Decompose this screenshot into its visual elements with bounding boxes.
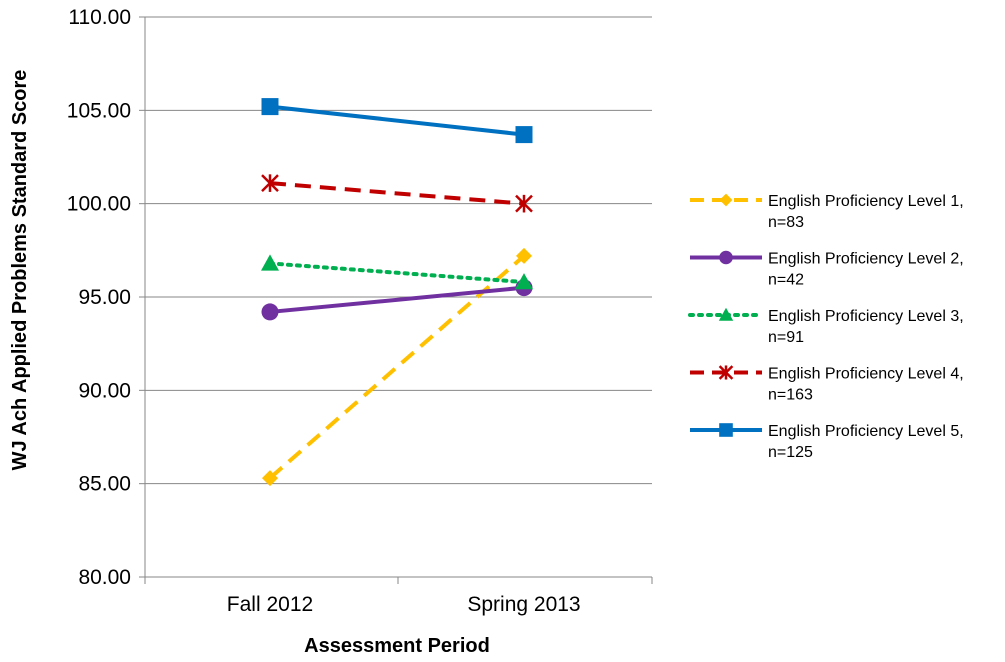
triangle-marker: [718, 307, 734, 321]
legend-label: English Proficiency Level 3,: [768, 308, 964, 325]
axes: [144, 17, 653, 584]
series-1: [262, 247, 532, 487]
series-line: [269, 285, 525, 314]
series-2: [261, 279, 533, 321]
triangle-marker: [261, 254, 279, 271]
circle-marker: [719, 250, 733, 265]
legend-label: English Proficiency Level 4,: [768, 366, 964, 383]
y-tick-label: 110.00: [68, 6, 131, 29]
triangle-marker: [515, 273, 533, 290]
y-tick-label: 95.00: [78, 286, 131, 309]
series-3: [261, 254, 533, 290]
legend-item-5: English Proficiency Level 5, n=125: [690, 423, 964, 461]
series-4: [261, 174, 533, 213]
x-tick-labels: Fall 2012 Spring 2013: [227, 593, 581, 616]
diamond-marker: [719, 193, 733, 207]
legend-label: English Proficiency Level 1,: [768, 193, 964, 210]
y-tick-label: 85.00: [78, 473, 131, 496]
gridlines: [139, 16, 652, 578]
legend-label: English Proficiency Level 5,: [768, 423, 964, 440]
y-tick-label: 105.00: [67, 99, 131, 122]
legend-item-2: English Proficiency Level 2, n=42: [690, 251, 964, 289]
legend-label-n: n=91: [768, 329, 804, 346]
square-marker: [261, 98, 279, 116]
diamond-marker: [516, 247, 532, 264]
y-tick-label: 80.00: [78, 566, 131, 589]
legend-item-1: English Proficiency Level 1, n=83: [690, 193, 964, 231]
diamond-marker: [262, 470, 278, 487]
legend-item-3: English Proficiency Level 3, n=91: [688, 307, 964, 346]
series-line: [268, 261, 526, 285]
y-axis-title: WJ Ach Applied Problems Standard Score: [9, 70, 31, 471]
square-marker: [719, 423, 733, 437]
x-axis-title: Assessment Period: [304, 635, 490, 657]
series-line: [268, 254, 526, 480]
legend-label-n: n=125: [768, 444, 813, 461]
x-tick-label: Spring 2013: [467, 593, 580, 616]
series-line: [269, 181, 525, 206]
legend-label: English Proficiency Level 2,: [768, 251, 964, 268]
series-line: [269, 104, 525, 137]
legend: English Proficiency Level 1,n=83English …: [688, 193, 964, 461]
legend-item-4: English Proficiency Level 4, n=163: [690, 365, 964, 404]
star-marker: [261, 174, 279, 193]
series-lines: [261, 98, 533, 487]
circle-marker: [261, 303, 279, 321]
legend-label-n: n=83: [768, 214, 804, 231]
y-tick-label: 90.00: [78, 379, 131, 402]
legend-label-n: n=163: [768, 387, 813, 404]
star-marker: [718, 365, 734, 380]
star-marker: [515, 194, 533, 213]
legend-label-n: n=42: [768, 272, 804, 289]
x-tick-label: Fall 2012: [227, 593, 313, 616]
y-tick-label: 100.00: [67, 193, 131, 216]
y-tick-labels: 80.00 85.00 90.00 95.00 100.00 105.00 110.00: [67, 6, 131, 589]
series-5: [261, 98, 533, 144]
square-marker: [515, 126, 533, 144]
